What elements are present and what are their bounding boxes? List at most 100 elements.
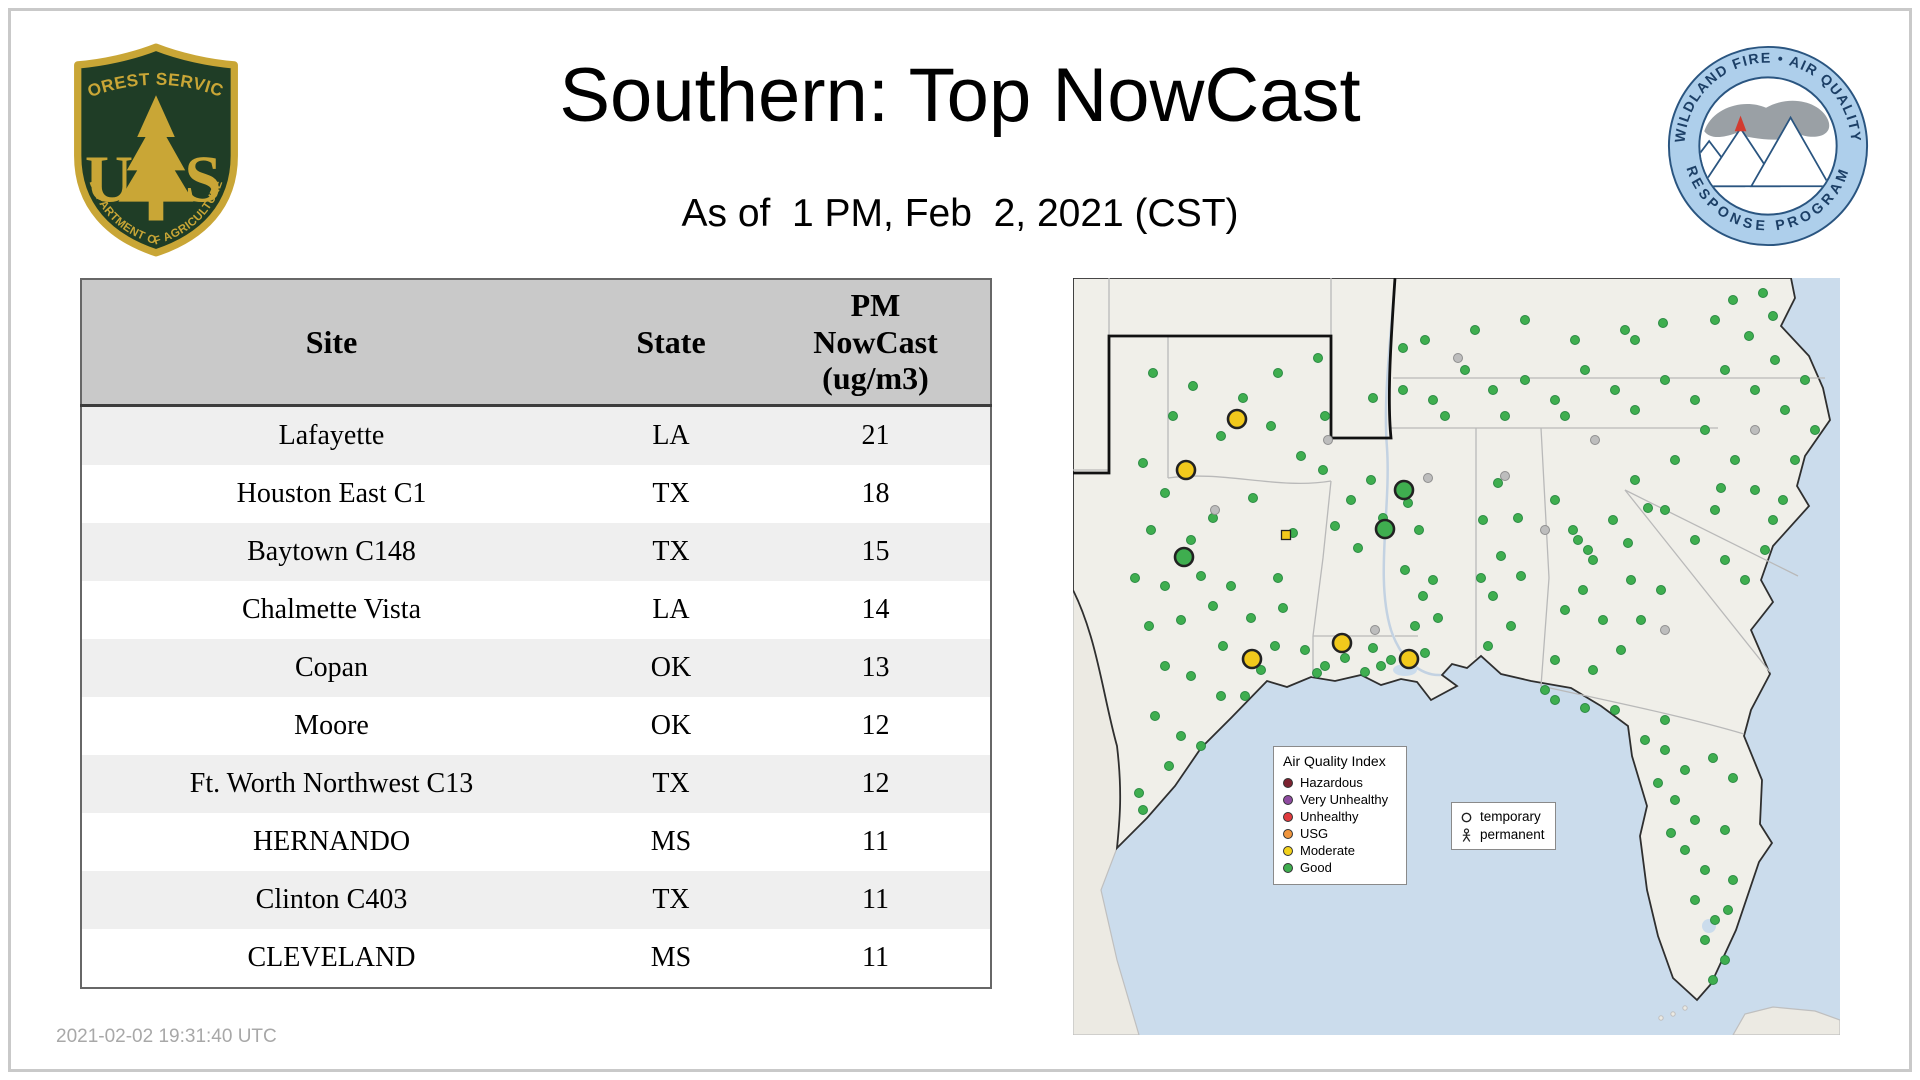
monitor-dot-good	[1580, 365, 1590, 375]
monitor-dot-good	[1610, 385, 1620, 395]
aqi-legend-item: Moderate	[1283, 842, 1400, 859]
monitor-dot-good	[1366, 475, 1376, 485]
monitor-dot-good	[1320, 411, 1330, 421]
monitor-dot-good	[1700, 865, 1710, 875]
monitor-dot-good	[1680, 845, 1690, 855]
monitor-dot-good	[1623, 538, 1633, 548]
monitor-dot-good	[1700, 935, 1710, 945]
aqi-map: Air Quality Index Hazardous Very Unhealth…	[1073, 278, 1840, 1035]
monitor-dot-good	[1560, 411, 1570, 421]
monitor-dot-good	[1164, 761, 1174, 771]
monitor-dot-good	[1780, 405, 1790, 415]
monitor-dot-good	[1273, 368, 1283, 378]
monitor-dot-good	[1273, 573, 1283, 583]
monitor-dot-good	[1248, 493, 1258, 503]
monitor-dot-good	[1186, 535, 1196, 545]
monitor-dot-good	[1660, 715, 1670, 725]
temporary-monitor-moderate	[1398, 648, 1420, 670]
aqi-legend-dot	[1283, 828, 1293, 839]
monitor-dot-good	[1433, 613, 1443, 623]
table-cell: 21	[861, 420, 890, 451]
monitor-dot-good	[1720, 555, 1730, 565]
table-cell: Clinton C403	[255, 884, 408, 915]
table-cell: MS	[650, 942, 692, 973]
monitor-dot-good	[1168, 411, 1178, 421]
monitor-dot-good	[1130, 573, 1140, 583]
monitor-dot-good	[1428, 395, 1438, 405]
monitor-dot-inactive	[1323, 435, 1333, 445]
monitor-dot-good	[1768, 515, 1778, 525]
table-cell: Moore	[294, 710, 369, 741]
monitor-dot-good	[1318, 465, 1328, 475]
aqi-legend-label: Very Unhealthy	[1300, 792, 1389, 807]
aqi-legend-label: Moderate	[1300, 843, 1355, 858]
monitor-dot-inactive	[1423, 473, 1433, 483]
column-header: State	[581, 279, 761, 407]
monitor-dot-good	[1758, 288, 1768, 298]
table-cell: Ft. Worth Northwest C13	[189, 768, 474, 799]
temporary-monitor-moderate	[1241, 648, 1263, 670]
monitor-dot-good	[1710, 505, 1720, 515]
table-cell: Chalmette Vista	[242, 594, 421, 625]
table-cell: 11	[862, 942, 889, 973]
monitor-dot-good	[1313, 353, 1323, 363]
letter-s: S	[184, 143, 221, 217]
monitor-dot-good	[1568, 525, 1578, 535]
monitor-dot-good	[1208, 601, 1218, 611]
monitor-dot-good	[1616, 645, 1626, 655]
temporary-monitor-moderate	[1226, 408, 1248, 430]
monitor-dot-good	[1750, 385, 1760, 395]
monitor-dot-good	[1670, 455, 1680, 465]
monitor-dot-good	[1226, 581, 1236, 591]
table-cell: TX	[652, 768, 690, 799]
aqi-legend-dot	[1283, 777, 1293, 788]
cuba-land	[1732, 1006, 1840, 1035]
legend-item-permanent: permanent	[1460, 826, 1545, 844]
monitor-dot-good	[1144, 621, 1154, 631]
monitor-dot-good	[1240, 691, 1250, 701]
monitor-dot-good	[1270, 641, 1280, 651]
monitor-square-moderate	[1280, 529, 1292, 541]
monitor-dot-good	[1760, 545, 1770, 555]
monitor-dot-good	[1778, 495, 1788, 505]
monitor-dot-good	[1312, 668, 1322, 678]
permanent-label: permanent	[1480, 827, 1545, 842]
table-cell: OK	[650, 652, 692, 683]
monitor-dot-good	[1134, 788, 1144, 798]
table-cell: LA	[652, 420, 690, 451]
aqi-legend-item: Good	[1283, 859, 1400, 876]
table-cell: Copan	[294, 652, 369, 683]
monitor-dot-good	[1488, 385, 1498, 395]
monitor-dot-good	[1368, 393, 1378, 403]
monitor-dot-good	[1658, 318, 1668, 328]
monitor-dot-inactive	[1370, 625, 1380, 635]
table-cell: 13	[861, 652, 890, 683]
monitor-dot-inactive	[1750, 425, 1760, 435]
table-cell: Houston East C1	[236, 478, 427, 509]
aqi-legend-label: Unhealthy	[1300, 809, 1359, 824]
permanent-person-icon	[1462, 827, 1471, 842]
aqi-legend-dot	[1283, 862, 1293, 873]
monitor-dot-good	[1716, 483, 1726, 493]
monitor-dot-good	[1588, 665, 1598, 675]
table-cell: Lafayette	[278, 420, 385, 451]
monitor-dot-good	[1740, 575, 1750, 585]
monitor-dot-good	[1488, 591, 1498, 601]
aqi-legend-item: Hazardous	[1283, 774, 1400, 791]
monitor-dot-good	[1630, 335, 1640, 345]
monitor-dot-inactive	[1540, 525, 1550, 535]
aqi-legend-item: USG	[1283, 825, 1400, 842]
monitor-dot-good	[1476, 573, 1486, 583]
monitor-dot-good	[1690, 815, 1700, 825]
table-cell: TX	[652, 478, 690, 509]
monitor-dot-good	[1653, 778, 1663, 788]
monitor-dot-good	[1728, 295, 1738, 305]
monitor-dot-good	[1570, 335, 1580, 345]
aqi-legend-item: Unhealthy	[1283, 808, 1400, 825]
monitor-dot-good	[1520, 315, 1530, 325]
table-cell: 14	[861, 594, 890, 625]
monitor-dot-good	[1728, 875, 1738, 885]
column-header: Site	[81, 279, 581, 407]
monitor-dot-good	[1700, 425, 1710, 435]
table-header-row: Site State PM NowCast (ug/m3)	[81, 279, 991, 407]
